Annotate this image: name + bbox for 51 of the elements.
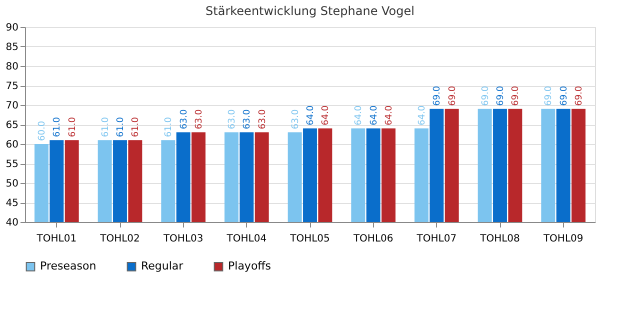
data-label: 69.0: [496, 86, 506, 106]
y-tick-label: 60: [6, 140, 18, 150]
y-tick-label: 50: [6, 178, 18, 190]
data-label: 64.0: [321, 105, 332, 126]
data-label: 61.0: [52, 116, 63, 138]
y-tick-label: 65: [6, 120, 18, 131]
data-label: 64.0: [417, 105, 428, 126]
data-label: 64.0: [306, 105, 316, 126]
data-label: 61.0: [131, 116, 142, 138]
chart-title: Stärkeentwicklung Stephane Vogel: [206, 4, 414, 18]
x-tick-label: TOHL04: [226, 234, 267, 244]
x-tick-label: TOHL02: [99, 234, 140, 244]
legend-label: Playoffs: [228, 260, 272, 273]
y-tick-label: 40: [6, 218, 18, 228]
data-label: 69.0: [480, 86, 491, 106]
legend-label: Regular: [141, 260, 184, 273]
y-tick-label: 45: [6, 198, 18, 209]
x-tick-label: TOHL08: [479, 234, 520, 244]
x-tick-label: TOHL01: [36, 234, 77, 244]
data-label: 61.0: [100, 116, 111, 138]
data-label: 69.0: [544, 86, 554, 106]
y-tick-label: 85: [6, 42, 18, 53]
data-label: 63.0: [194, 108, 205, 130]
y-tick-label: 75: [6, 81, 18, 92]
x-tick-label: TOHL06: [352, 234, 394, 244]
data-label: 69.0: [559, 86, 570, 106]
data-label: 61.0: [116, 116, 126, 138]
data-label: 63.0: [242, 108, 253, 130]
data-label: 64.0: [369, 105, 380, 126]
data-label: 63.0: [227, 108, 238, 130]
data-label: 63.0: [179, 108, 190, 130]
data-label: 69.0: [448, 86, 458, 106]
data-label: 69.0: [511, 86, 522, 106]
data-label: 64.0: [384, 105, 395, 126]
x-tick-label: TOHL07: [416, 234, 457, 244]
data-label: 63.0: [258, 108, 268, 130]
y-tick-label: 70: [6, 100, 18, 112]
data-label: 61.0: [68, 116, 78, 138]
data-label: 69.0: [574, 86, 585, 106]
data-label: 69.0: [432, 86, 443, 106]
data-label: 64.0: [354, 105, 364, 126]
data-label: 60.0: [37, 120, 48, 141]
x-tick-label: TOHL09: [542, 234, 584, 244]
x-tick-label: TOHL03: [162, 234, 204, 244]
y-tick-label: 90: [6, 22, 18, 34]
legend-label: Preseason: [40, 260, 96, 273]
y-tick-label: 55: [6, 159, 18, 170]
y-tick-label: 80: [6, 62, 18, 72]
x-tick-label: TOHL05: [289, 234, 330, 244]
data-label: 61.0: [164, 116, 174, 138]
data-label: 63.0: [290, 108, 301, 130]
